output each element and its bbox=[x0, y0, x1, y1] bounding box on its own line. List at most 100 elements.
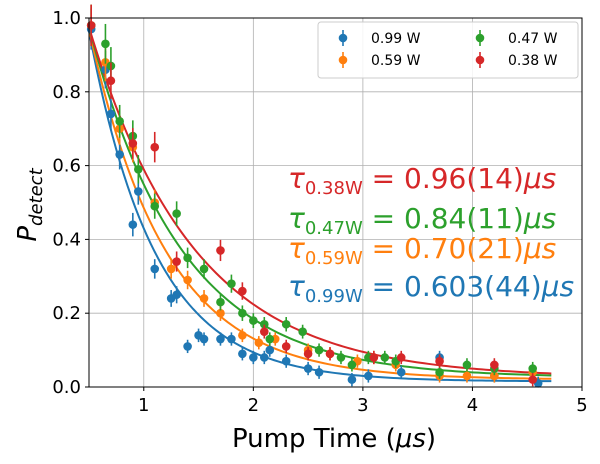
data-point bbox=[528, 364, 537, 373]
data-point bbox=[128, 220, 138, 229]
data-point bbox=[183, 253, 192, 263]
data-point bbox=[298, 327, 307, 336]
data-point bbox=[134, 164, 143, 174]
data-point bbox=[303, 349, 313, 359]
x-tick-label: 1 bbox=[138, 395, 149, 416]
tau-annotation: τ0.47W = 0.84(11)μs bbox=[288, 202, 556, 239]
data-point bbox=[281, 319, 291, 329]
data-point bbox=[369, 353, 379, 362]
x-tick-label: 2 bbox=[248, 395, 259, 416]
data-point bbox=[249, 316, 258, 325]
data-point bbox=[199, 294, 209, 303]
data-point bbox=[216, 334, 225, 344]
data-point bbox=[216, 297, 225, 307]
data-point bbox=[490, 360, 499, 370]
y-tick-label: 0.2 bbox=[52, 303, 81, 324]
y-tick-label: 0.6 bbox=[52, 156, 81, 177]
fit-curve bbox=[88, 28, 552, 380]
data-point bbox=[134, 187, 143, 196]
data-point bbox=[128, 139, 138, 148]
data-point bbox=[259, 327, 269, 336]
data-point bbox=[101, 39, 110, 49]
data-point bbox=[259, 353, 269, 362]
data-point bbox=[380, 353, 390, 362]
data-point bbox=[150, 201, 160, 211]
data-point bbox=[347, 360, 357, 370]
y-tick-label: 0.8 bbox=[52, 82, 81, 103]
data-point bbox=[281, 356, 291, 366]
data-point bbox=[166, 264, 176, 274]
data-point bbox=[106, 109, 116, 119]
plot-frame bbox=[88, 17, 583, 388]
data-point bbox=[396, 367, 406, 377]
data-point bbox=[238, 308, 247, 318]
data-point bbox=[259, 319, 269, 329]
data-points bbox=[86, 4, 543, 388]
data-point bbox=[435, 356, 444, 366]
data-point bbox=[227, 279, 236, 288]
data-point bbox=[254, 338, 264, 348]
data-point bbox=[172, 257, 181, 266]
data-point bbox=[150, 264, 160, 274]
data-point bbox=[183, 342, 192, 351]
y-axis-title: Pdetect bbox=[13, 167, 47, 241]
data-point bbox=[115, 117, 124, 126]
data-point bbox=[216, 246, 225, 255]
data-point bbox=[238, 286, 247, 296]
data-point bbox=[303, 364, 313, 373]
data-point bbox=[490, 371, 499, 381]
data-point bbox=[435, 367, 444, 377]
legend-marker bbox=[338, 33, 348, 43]
legend-box bbox=[317, 21, 579, 79]
data-point bbox=[115, 150, 124, 159]
legend-label: 0.47 W bbox=[508, 31, 558, 47]
fit-curve bbox=[88, 26, 552, 375]
data-point bbox=[462, 371, 472, 381]
legend-label: 0.38 W bbox=[508, 53, 558, 69]
y-tick-label: 0.0 bbox=[52, 377, 81, 398]
data-point bbox=[314, 345, 324, 355]
data-point bbox=[265, 345, 275, 355]
data-point bbox=[172, 290, 181, 300]
y-tick-label: 0.4 bbox=[52, 229, 81, 250]
tau-annotation: τ0.38W = 0.96(14)μs bbox=[288, 162, 556, 199]
data-point bbox=[86, 21, 96, 30]
legend-label: 0.59 W bbox=[371, 53, 421, 69]
x-tick-label: 5 bbox=[576, 395, 587, 416]
tau-annotation: τ0.99W = 0.603(44)μs bbox=[288, 270, 574, 307]
data-point bbox=[462, 360, 472, 370]
data-point bbox=[238, 331, 247, 340]
legend: 0.99 W 0.47 W 0.59 W 0.38 W bbox=[317, 21, 579, 79]
data-point bbox=[238, 349, 247, 359]
data-point bbox=[314, 367, 324, 377]
tau-annotation: τ0.59W = 0.70(21)μs bbox=[288, 232, 556, 269]
x-axis-title: Pump Time (μs) bbox=[232, 424, 436, 454]
x-tick-label: 3 bbox=[357, 395, 368, 416]
data-point bbox=[336, 353, 346, 362]
data-point bbox=[325, 349, 335, 359]
data-point bbox=[528, 375, 537, 384]
axis-ticks: 1 2 3 4 5 0.0 0.2 0.4 0.6 0.8 1.0 bbox=[52, 8, 587, 416]
legend-marker bbox=[475, 55, 485, 65]
data-point bbox=[183, 275, 192, 285]
legend-marker bbox=[475, 33, 485, 43]
legend-label: 0.99 W bbox=[371, 31, 421, 47]
data-point bbox=[249, 353, 258, 362]
data-point bbox=[396, 353, 406, 362]
y-tick-label: 1.0 bbox=[52, 8, 81, 29]
data-point bbox=[199, 264, 209, 274]
data-point bbox=[216, 308, 225, 318]
data-point bbox=[265, 334, 275, 344]
data-point bbox=[150, 142, 160, 152]
data-point bbox=[106, 76, 116, 86]
data-point bbox=[347, 375, 357, 384]
x-tick-label: 4 bbox=[467, 395, 478, 416]
data-point bbox=[364, 371, 373, 381]
legend-marker bbox=[338, 55, 348, 65]
data-point bbox=[199, 334, 209, 344]
data-point bbox=[281, 342, 291, 351]
data-point bbox=[227, 334, 236, 344]
data-point bbox=[172, 209, 181, 218]
